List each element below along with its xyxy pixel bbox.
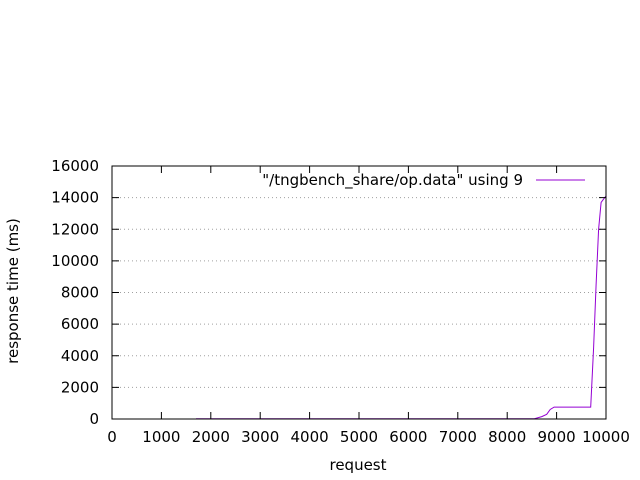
- plot-frame: [111, 165, 607, 420]
- legend: "/tngbench_share/op.data" using 9: [262, 171, 585, 190]
- y-tick-label: 8000: [61, 284, 99, 302]
- x-tick-label: 10000: [582, 428, 630, 446]
- y-tick-label: 10000: [51, 252, 99, 270]
- x-tick-label: 4000: [291, 428, 329, 446]
- x-tick-label: 2000: [192, 428, 230, 446]
- y-tick-label: 12000: [51, 220, 99, 238]
- grid-lines: [112, 197, 606, 388]
- x-tick-label: 1000: [142, 428, 180, 446]
- y-tick-label: 0: [89, 410, 99, 428]
- x-tick-label: 0: [107, 428, 117, 446]
- x-tick-label: 3000: [241, 428, 279, 446]
- x-tick-label: 7000: [439, 428, 477, 446]
- legend-series-label: "/tngbench_share/op.data" using 9: [262, 171, 523, 190]
- y-axis-ticks: 0 2000 4000 6000 8000 10000 12000 14000 16000: [51, 157, 606, 428]
- x-tick-label: 5000: [340, 428, 378, 446]
- y-tick-label: 4000: [61, 347, 99, 365]
- y-tick-label: 6000: [61, 315, 99, 333]
- x-tick-label: 9000: [538, 428, 576, 446]
- x-axis-ticks: 0 1000 2000 3000 4000 5000 6000 7000 8000 9000 100…: [107, 166, 630, 446]
- x-axis-label: request: [329, 456, 386, 474]
- x-tick-label: 8000: [488, 428, 526, 446]
- y-tick-label: 14000: [51, 189, 99, 207]
- y-tick-label: 16000: [51, 157, 99, 175]
- y-tick-label: 2000: [61, 378, 99, 396]
- x-tick-label: 6000: [389, 428, 427, 446]
- y-axis-label: response time (ms): [4, 218, 22, 364]
